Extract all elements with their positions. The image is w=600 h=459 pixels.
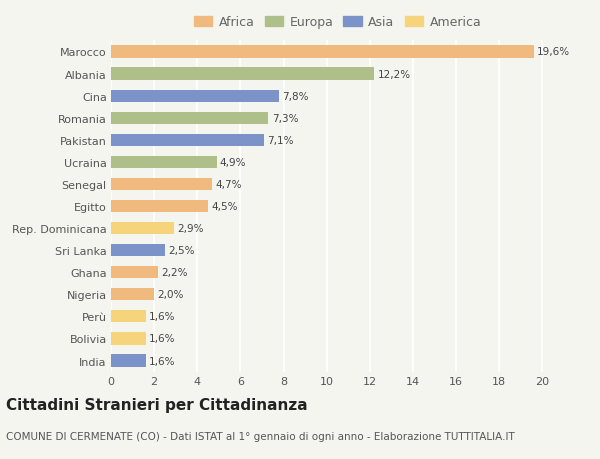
- Bar: [111, 267, 158, 279]
- Text: 1,6%: 1,6%: [149, 356, 175, 366]
- Bar: [111, 311, 146, 323]
- Bar: [111, 333, 146, 345]
- Text: 19,6%: 19,6%: [537, 47, 570, 57]
- Bar: [111, 179, 212, 190]
- Text: 12,2%: 12,2%: [377, 69, 410, 79]
- Text: 4,9%: 4,9%: [220, 157, 247, 168]
- Text: 2,2%: 2,2%: [161, 268, 188, 278]
- Text: 1,6%: 1,6%: [149, 312, 175, 322]
- Legend: Africa, Europa, Asia, America: Africa, Europa, Asia, America: [191, 14, 484, 32]
- Text: 7,3%: 7,3%: [272, 113, 298, 123]
- Bar: [111, 223, 173, 235]
- Text: 7,1%: 7,1%: [268, 135, 294, 146]
- Text: 7,8%: 7,8%: [283, 91, 309, 101]
- Bar: [111, 355, 146, 367]
- Bar: [111, 157, 217, 168]
- Bar: [111, 134, 264, 146]
- Bar: [111, 245, 165, 257]
- Bar: [111, 201, 208, 213]
- Text: 4,5%: 4,5%: [211, 202, 238, 212]
- Text: Cittadini Stranieri per Cittadinanza: Cittadini Stranieri per Cittadinanza: [6, 397, 308, 412]
- Text: 4,7%: 4,7%: [215, 179, 242, 190]
- Bar: [111, 90, 279, 102]
- Bar: [111, 68, 374, 80]
- Bar: [111, 289, 154, 301]
- Bar: [111, 112, 268, 124]
- Text: 1,6%: 1,6%: [149, 334, 175, 344]
- Text: 2,5%: 2,5%: [168, 246, 194, 256]
- Text: 2,0%: 2,0%: [157, 290, 184, 300]
- Bar: [111, 46, 534, 58]
- Text: 2,9%: 2,9%: [177, 224, 203, 234]
- Text: COMUNE DI CERMENATE (CO) - Dati ISTAT al 1° gennaio di ogni anno - Elaborazione : COMUNE DI CERMENATE (CO) - Dati ISTAT al…: [6, 431, 515, 442]
